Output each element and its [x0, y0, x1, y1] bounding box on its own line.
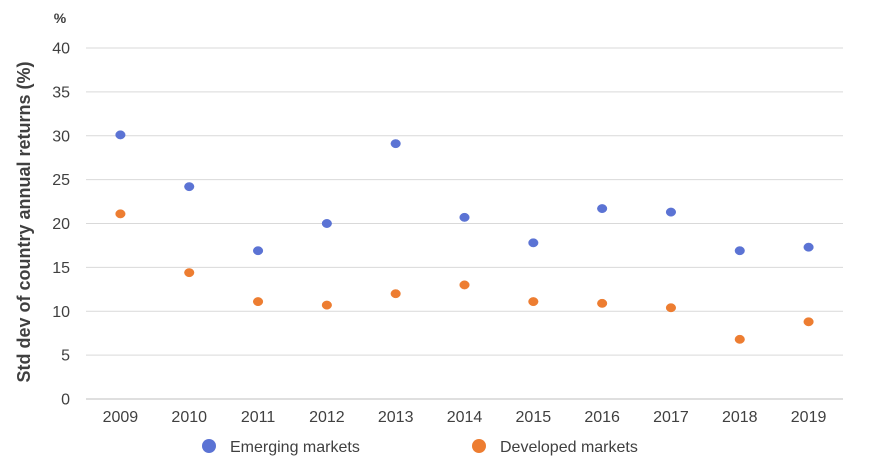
x-tick-label: 2016: [584, 409, 620, 426]
data-point: [803, 242, 814, 252]
y-tick-label: 20: [52, 216, 70, 233]
legend-label: Emerging markets: [230, 439, 360, 456]
data-point: [184, 268, 195, 278]
data-point: [734, 334, 745, 344]
data-point: [528, 238, 539, 248]
y-axis-title: Std dev of country annual returns (%): [14, 61, 34, 382]
x-tick-label: 2014: [447, 409, 483, 426]
data-point: [528, 297, 539, 307]
x-tick-label: 2019: [791, 409, 827, 426]
y-tick-label: 5: [61, 348, 70, 365]
data-point: [321, 300, 332, 310]
y-tick-label: 30: [52, 128, 70, 145]
data-point: [390, 139, 401, 149]
legend-item: Emerging markets: [202, 439, 360, 456]
data-point: [115, 209, 126, 219]
y-tick-label: 15: [52, 260, 70, 277]
series-1: [115, 209, 814, 344]
data-point: [252, 297, 264, 307]
data-point: [803, 317, 814, 327]
x-axis-ticks: 2009 2010 2011 2012 2013 2014 2015 2016 2017 2018…: [103, 409, 827, 426]
data-point: [390, 289, 401, 299]
x-tick-label: 2018: [722, 409, 758, 426]
y-tick-label: 10: [52, 304, 70, 321]
gridlines: [86, 47, 843, 400]
x-tick-label: 2010: [171, 409, 207, 426]
data-point: [459, 212, 470, 222]
x-tick-label: 2013: [378, 409, 414, 426]
data-point: [115, 130, 126, 140]
y-tick-label: 0: [61, 392, 70, 409]
x-tick-label: 2015: [516, 409, 552, 426]
data-point: [459, 280, 470, 290]
legend-item: Developed markets: [472, 439, 638, 456]
y-tick-label: 25: [52, 172, 70, 189]
data-point: [665, 207, 677, 217]
legend-label: Developed markets: [500, 439, 638, 456]
data-point: [597, 298, 608, 308]
data-point: [184, 182, 195, 192]
x-tick-label: 2011: [241, 409, 276, 426]
legend: Emerging markets Developed markets: [202, 439, 638, 456]
data-point: [252, 246, 264, 256]
series-0: [115, 130, 814, 256]
y-tick-label: 40: [52, 41, 70, 58]
x-tick-label: 2017: [653, 409, 689, 426]
y-unit-label: %: [54, 10, 67, 26]
y-tick-label: 35: [52, 84, 70, 101]
legend-marker: [202, 439, 216, 453]
data-points: [115, 130, 814, 344]
x-tick-label: 2009: [103, 409, 139, 426]
data-point: [734, 246, 745, 256]
y-axis-ticks: 0 5 10 15 20 25 30 35 40: [52, 41, 70, 409]
data-point: [665, 303, 677, 313]
x-tick-label: 2012: [309, 409, 345, 426]
data-point: [597, 204, 608, 214]
data-point: [321, 219, 332, 228]
legend-marker: [472, 439, 486, 453]
